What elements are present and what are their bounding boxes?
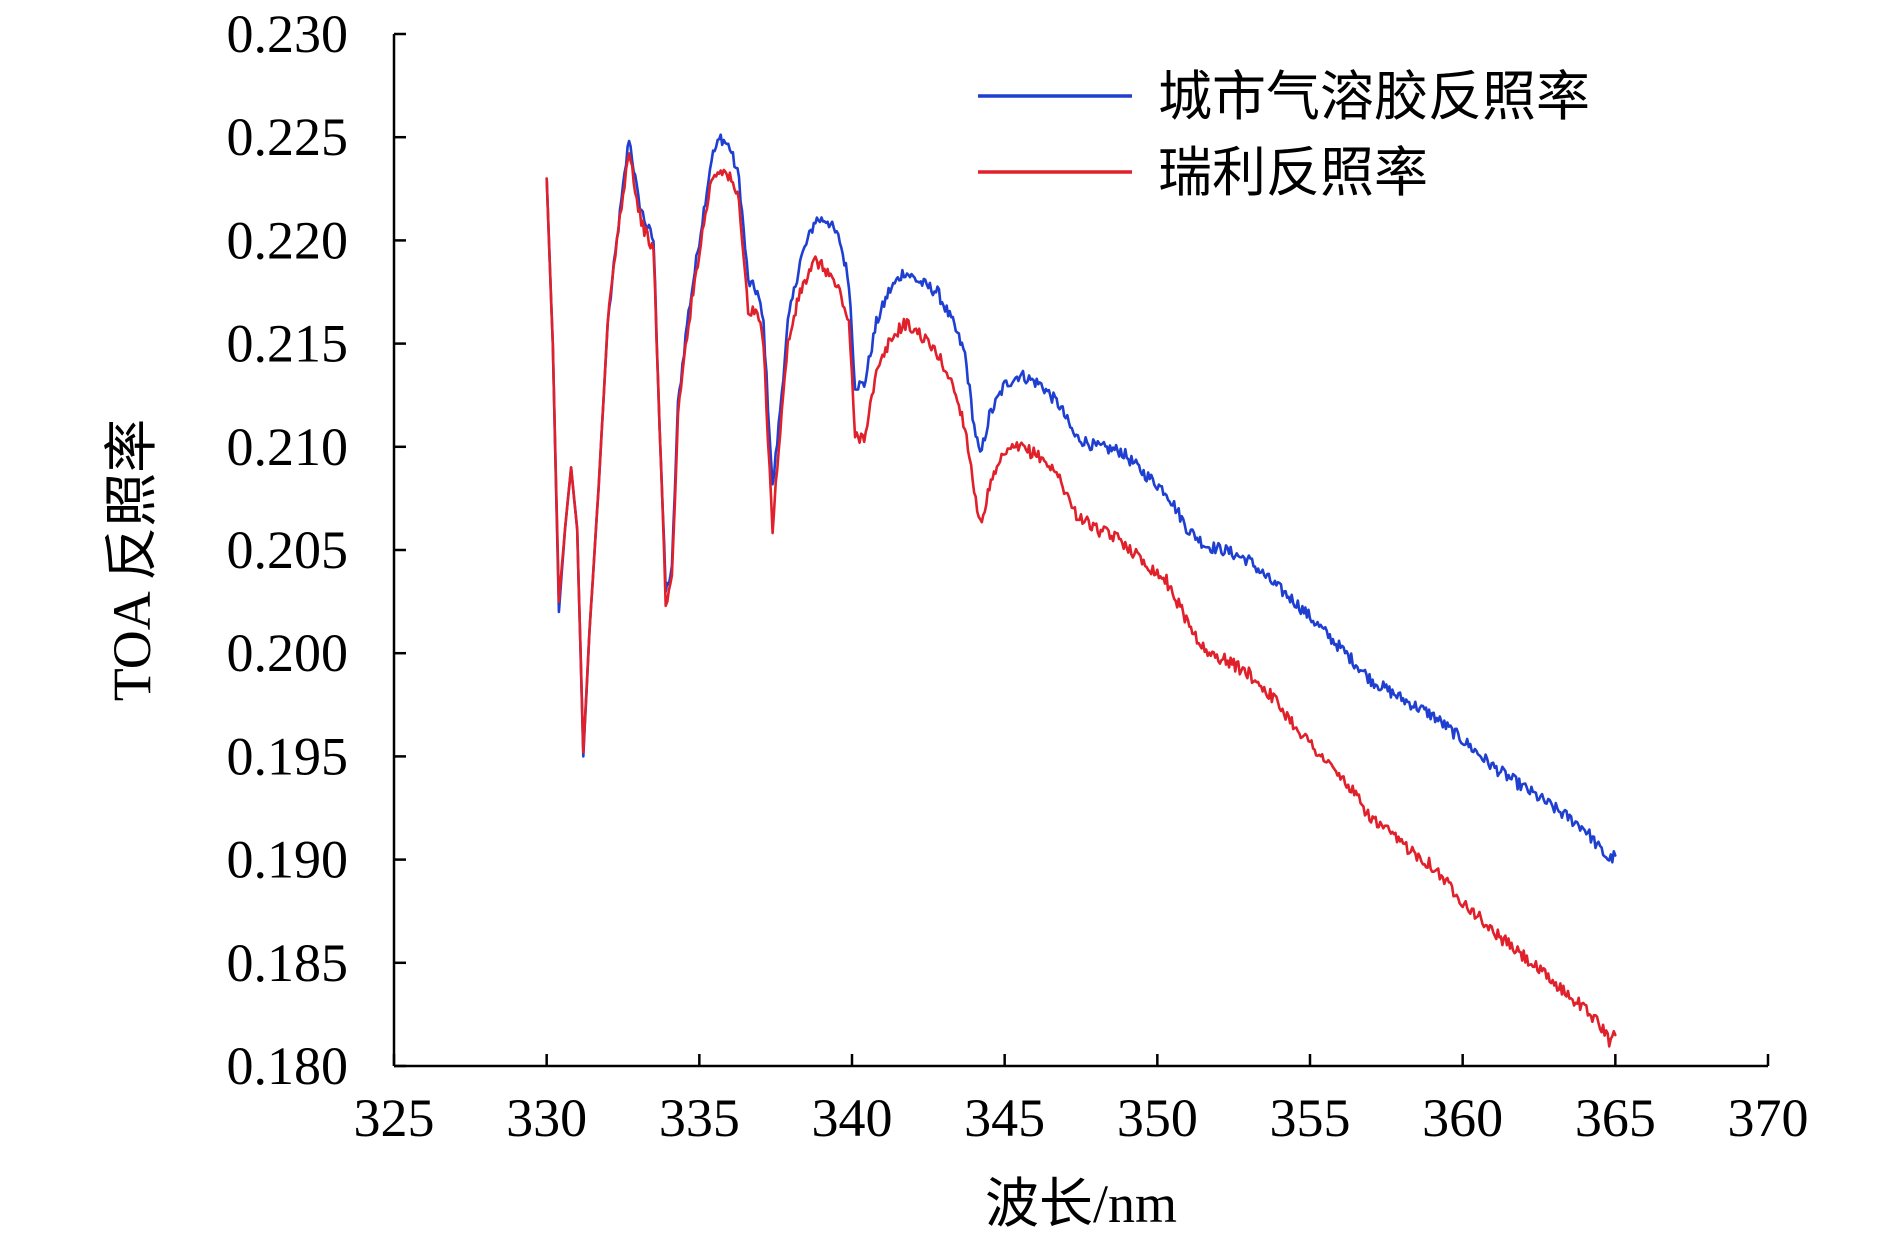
x-tick-label: 340	[812, 1088, 893, 1148]
y-tick-label: 0.210	[227, 417, 349, 477]
x-tick-label: 345	[964, 1088, 1045, 1148]
y-tick-label: 0.215	[227, 314, 349, 374]
y-tick-label: 0.180	[227, 1036, 349, 1096]
y-tick-label: 0.225	[227, 107, 349, 167]
x-tick-label: 370	[1728, 1088, 1809, 1148]
legend-label-1: 城市气溶胶反照率	[1158, 67, 1590, 127]
series-lines	[545, 133, 1617, 1048]
x-tick-label: 355	[1270, 1088, 1351, 1148]
y-axis-title: TOA 反照率	[102, 419, 162, 702]
legend-label-2: 瑞利反照率	[1158, 143, 1428, 203]
x-tick-label: 350	[1117, 1088, 1198, 1148]
series-line-2	[545, 152, 1617, 1048]
x-tick-label: 365	[1575, 1088, 1656, 1148]
axes: 325 330 335 340 345 350 355 360 365 370 0.180 0.185…	[227, 4, 1809, 1148]
y-tick-label: 0.190	[227, 830, 349, 890]
y-tick-label: 0.200	[227, 623, 349, 683]
y-tick-label: 0.230	[227, 4, 349, 64]
x-tick-label: 330	[506, 1088, 587, 1148]
y-tick-label: 0.195	[227, 726, 349, 786]
x-tick-label: 335	[659, 1088, 740, 1148]
y-tick-label: 0.220	[227, 210, 349, 270]
x-axis-title: 波长/nm	[985, 1174, 1177, 1234]
series-line-1	[545, 133, 1617, 864]
x-tick-label: 325	[354, 1088, 435, 1148]
y-tick-label: 0.205	[227, 520, 349, 580]
x-tick-label: 360	[1422, 1088, 1503, 1148]
y-tick-label: 0.185	[227, 933, 349, 993]
